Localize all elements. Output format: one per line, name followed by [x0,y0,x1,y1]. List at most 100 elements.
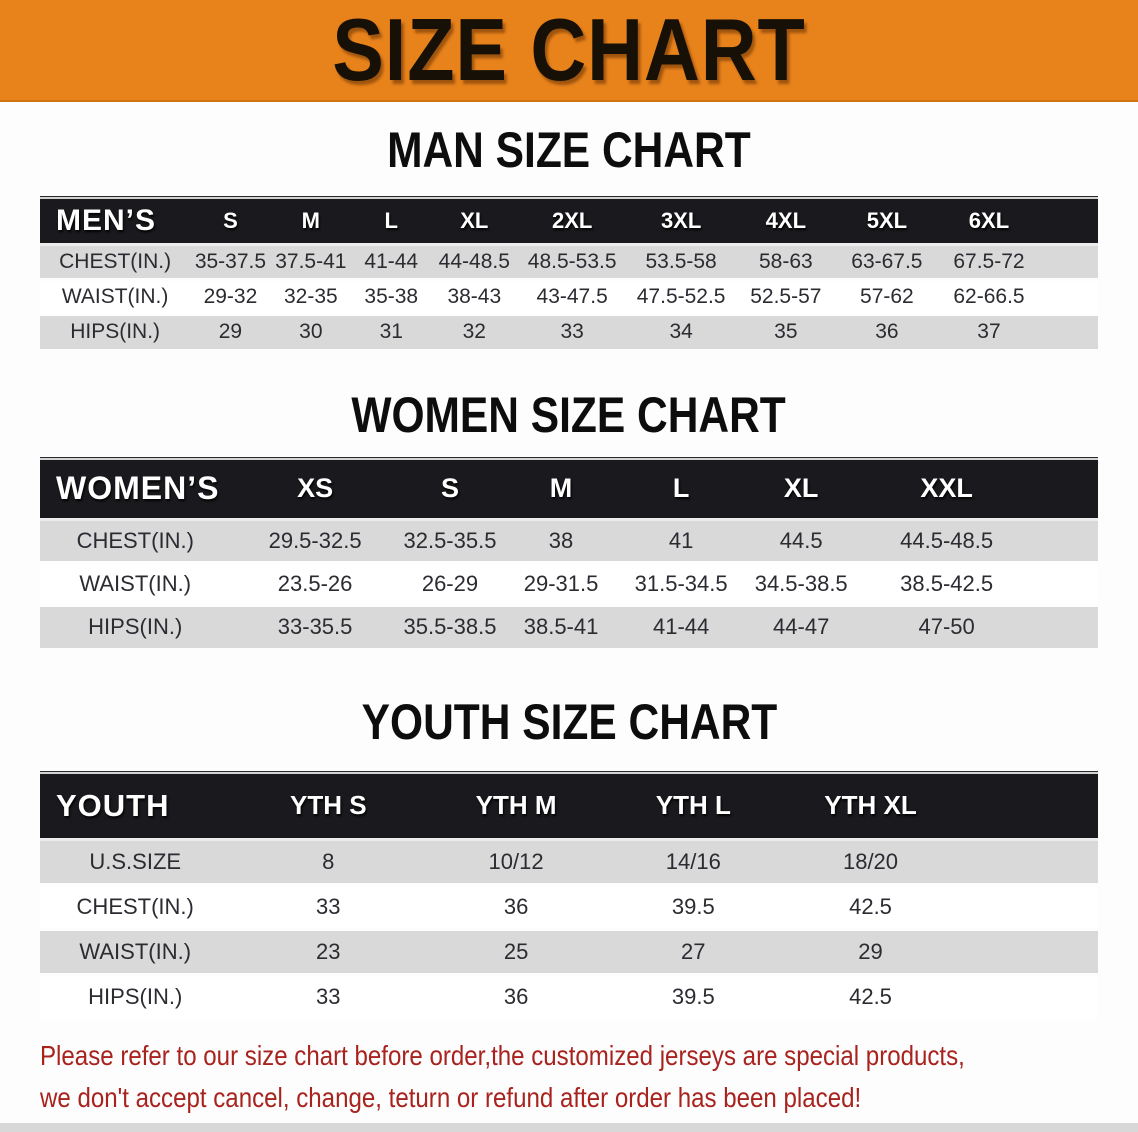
size-value-cell: 38-43 [431,277,518,314]
size-value-cell: 27 [606,927,781,974]
size-value-cell: 33 [230,882,427,929]
men-size-chart-heading-text: MAN SIZE CHART [387,122,751,178]
size-value-cell: 26-29 [399,560,501,605]
table-row: HIPS(IN.) 29 30 31 32 33 34 35 36 37 [40,312,1098,349]
section-youth: YOUTH SIZE CHART YOUTH YTH S YTH M YTH L YTH… [0,694,1138,1019]
size-column-header: XS [230,458,400,521]
row-label: WAIST(IN.) [40,560,231,605]
disclaimer-line-2: we don't accept cancel, change, teturn o… [40,1082,862,1113]
section-women: WOMEN SIZE CHART WOMEN’S XS S M L XL XXL CHEST(… [0,387,1138,648]
size-column-header: S [399,458,501,521]
size-value-cell: 53.5-58 [627,242,736,279]
table-row: U.S.SIZE 8 10/12 14/16 18/20 [40,837,1098,884]
size-value-cell: 41-44 [351,242,432,279]
size-value-cell: 31 [351,312,432,349]
women-table-header-label: WOMEN’S [40,458,231,521]
banner-title: SIZE CHART [332,0,806,99]
size-column-header: YTH S [230,772,427,841]
size-value-cell: 44.5 [740,517,863,562]
size-column-header: 3XL [627,197,736,246]
youth-size-table: YOUTH YTH S YTH M YTH L YTH XL U.S.SIZE 8 10/12… [40,772,1098,1019]
size-value-cell: 32.5-35.5 [399,517,501,562]
youth-size-chart-heading-text: YOUTH SIZE CHART [361,694,777,750]
size-column-header: 2XL [517,197,628,246]
size-column-header: 6XL [937,197,1041,246]
size-value-cell: 36 [426,972,607,1019]
filler-cell [960,927,1098,974]
size-value-cell: 18/20 [780,837,961,884]
table-row: WAIST(IN.) 29-32 32-35 35-38 38-43 43-47.5 47.… [40,277,1098,314]
size-value-cell: 67.5-72 [937,242,1041,279]
men-table-header-label: MEN’S [40,197,191,246]
filler-header-cell [960,772,1098,841]
size-value-cell: 38.5-42.5 [862,560,1032,605]
filler-cell [1040,277,1098,314]
size-value-cell: 48.5-53.5 [517,242,628,279]
size-value-cell: 32 [431,312,518,349]
row-label: HIPS(IN.) [40,972,231,1019]
size-value-cell: 47-50 [862,603,1032,648]
women-size-table: WOMEN’S XS S M L XL XXL CHEST(IN.) 29.5-32.5 32.5… [40,458,1098,648]
men-size-table: MEN’S S M L XL 2XL 3XL 4XL 5XL 6XL CHEST(IN.) 35-37… [40,197,1098,349]
size-value-cell: 10/12 [426,837,607,884]
table-row: CHEST(IN.) 33 36 39.5 42.5 [40,882,1098,929]
women-table-header-row: WOMEN’S XS S M L XL XXL [40,458,1098,521]
row-label: WAIST(IN.) [40,927,231,974]
size-value-cell: 38.5-41 [500,603,622,648]
size-value-cell: 37.5-41 [270,242,352,279]
women-size-chart-heading: WOMEN SIZE CHART [0,387,1138,443]
size-value-cell: 57-62 [836,277,938,314]
size-value-cell: 32-35 [270,277,352,314]
filler-cell [1031,560,1098,605]
row-label: HIPS(IN.) [40,603,231,648]
size-column-header: S [190,197,271,246]
size-column-header: YTH M [426,772,607,841]
bottom-strip [0,1123,1138,1132]
disclaimer-line-1: Please refer to our size chart before or… [40,1040,965,1071]
size-value-cell: 14/16 [606,837,781,884]
men-size-chart-heading: MAN SIZE CHART [0,122,1138,178]
size-value-cell: 41-44 [621,603,741,648]
filler-cell [960,837,1098,884]
row-label: CHEST(IN.) [40,882,231,929]
size-value-cell: 35.5-38.5 [399,603,501,648]
row-label: CHEST(IN.) [40,517,231,562]
size-value-cell: 47.5-52.5 [627,277,736,314]
filler-header-cell [1031,458,1098,521]
size-column-header: 5XL [836,197,938,246]
size-value-cell: 8 [230,837,427,884]
size-value-cell: 42.5 [780,972,961,1019]
size-value-cell: 34.5-38.5 [740,560,863,605]
row-label: CHEST(IN.) [40,242,191,279]
size-value-cell: 63-67.5 [836,242,938,279]
size-value-cell: 62-66.5 [937,277,1041,314]
size-value-cell: 52.5-57 [735,277,837,314]
size-value-cell: 33-35.5 [230,603,400,648]
size-value-cell: 37 [937,312,1041,349]
youth-table-header-row: YOUTH YTH S YTH M YTH L YTH XL [40,772,1098,841]
banner: SIZE CHART [0,0,1138,102]
row-label: HIPS(IN.) [40,312,191,349]
filler-cell [1031,517,1098,562]
row-label: WAIST(IN.) [40,277,191,314]
men-table-header-row: MEN’S S M L XL 2XL 3XL 4XL 5XL 6XL [40,197,1098,246]
size-value-cell: 44.5-48.5 [862,517,1032,562]
filler-cell [1031,603,1098,648]
row-label: U.S.SIZE [40,837,231,884]
size-column-header: L [351,197,432,246]
filler-header-cell [1040,197,1098,246]
size-value-cell: 44-47 [740,603,863,648]
women-size-chart-heading-text: WOMEN SIZE CHART [351,387,787,443]
filler-cell [960,882,1098,929]
size-value-cell: 31.5-34.5 [621,560,741,605]
size-value-cell: 38 [500,517,622,562]
size-value-cell: 42.5 [780,882,961,929]
size-value-cell: 35 [735,312,837,349]
size-value-cell: 30 [270,312,352,349]
size-value-cell: 36 [426,882,607,929]
disclaimer: Please refer to our size chart before or… [0,1035,1138,1119]
size-value-cell: 33 [230,972,427,1019]
size-value-cell: 23.5-26 [230,560,400,605]
size-value-cell: 39.5 [606,882,781,929]
size-value-cell: 41 [621,517,741,562]
